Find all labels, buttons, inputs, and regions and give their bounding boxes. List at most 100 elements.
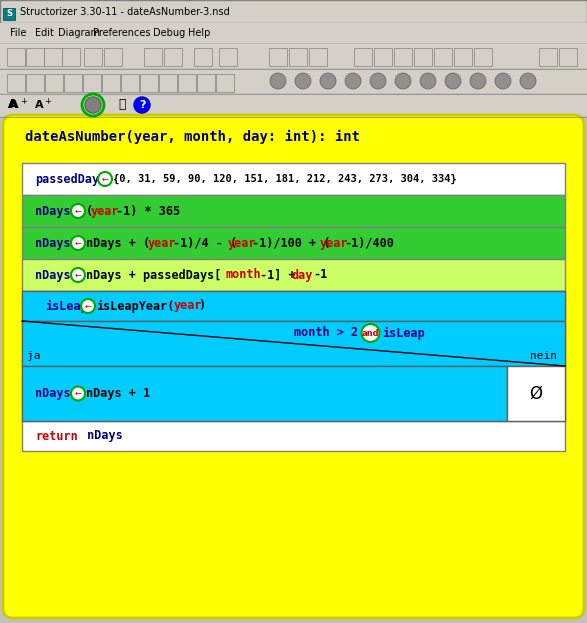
Text: ←: ←: [75, 206, 82, 216]
Circle shape: [71, 204, 85, 218]
Text: isLeap: isLeap: [383, 326, 425, 340]
Text: ?: ?: [139, 100, 145, 110]
Circle shape: [71, 236, 85, 250]
Text: year: year: [148, 237, 177, 249]
Circle shape: [420, 73, 436, 89]
FancyBboxPatch shape: [26, 48, 44, 66]
Text: A: A: [35, 100, 43, 110]
Text: Debug: Debug: [153, 28, 185, 38]
FancyBboxPatch shape: [474, 48, 492, 66]
Circle shape: [445, 73, 461, 89]
Text: nDays: nDays: [80, 429, 123, 442]
Text: S: S: [6, 9, 12, 19]
FancyBboxPatch shape: [22, 291, 565, 321]
Text: dateAsNumber(year, month, day: int): int: dateAsNumber(year, month, day: int): int: [25, 130, 360, 144]
FancyBboxPatch shape: [22, 421, 565, 451]
FancyBboxPatch shape: [454, 48, 472, 66]
FancyBboxPatch shape: [0, 0, 587, 23]
FancyBboxPatch shape: [26, 74, 44, 92]
Circle shape: [270, 73, 286, 89]
FancyBboxPatch shape: [22, 163, 565, 195]
Text: ←: ←: [75, 239, 82, 247]
Circle shape: [71, 386, 85, 401]
Text: ←: ←: [85, 302, 92, 310]
Text: and: and: [362, 328, 379, 338]
Text: ja: ja: [27, 351, 41, 361]
Text: -1)/400: -1)/400: [344, 237, 394, 249]
FancyBboxPatch shape: [559, 48, 577, 66]
Text: File: File: [10, 28, 26, 38]
Text: day: day: [292, 269, 313, 282]
Text: Edit: Edit: [35, 28, 54, 38]
Circle shape: [85, 97, 101, 113]
Text: ←: ←: [102, 174, 109, 184]
FancyBboxPatch shape: [121, 74, 139, 92]
Text: Diagram: Diagram: [58, 28, 100, 38]
Text: Ø: Ø: [529, 384, 542, 402]
Circle shape: [520, 73, 536, 89]
Text: nDays + 1: nDays + 1: [86, 387, 150, 400]
FancyBboxPatch shape: [197, 74, 215, 92]
FancyBboxPatch shape: [22, 291, 565, 421]
FancyBboxPatch shape: [62, 48, 80, 66]
Text: A: A: [8, 98, 18, 112]
Circle shape: [71, 268, 85, 282]
FancyBboxPatch shape: [219, 48, 237, 66]
Circle shape: [320, 73, 336, 89]
Circle shape: [134, 97, 150, 113]
FancyBboxPatch shape: [3, 115, 584, 618]
Circle shape: [495, 73, 511, 89]
FancyBboxPatch shape: [539, 48, 557, 66]
Text: year: year: [320, 237, 349, 249]
Text: +: +: [20, 98, 27, 107]
Text: passedDays: passedDays: [35, 173, 106, 186]
FancyBboxPatch shape: [22, 321, 565, 366]
Text: year: year: [174, 300, 203, 313]
FancyBboxPatch shape: [0, 23, 587, 43]
Text: month > 2: month > 2: [294, 326, 357, 340]
Text: nein: nein: [530, 351, 557, 361]
Circle shape: [470, 73, 486, 89]
Text: -1)/4 - (: -1)/4 - (: [173, 237, 237, 249]
Circle shape: [295, 73, 311, 89]
Text: year: year: [91, 204, 120, 217]
Text: nDays + passedDays[: nDays + passedDays[: [86, 269, 221, 282]
Circle shape: [81, 299, 95, 313]
Text: ←: ←: [75, 270, 82, 280]
FancyBboxPatch shape: [216, 74, 234, 92]
Text: 👁: 👁: [118, 98, 126, 112]
FancyBboxPatch shape: [22, 259, 565, 291]
FancyBboxPatch shape: [309, 48, 327, 66]
FancyBboxPatch shape: [22, 227, 565, 259]
FancyBboxPatch shape: [140, 74, 158, 92]
FancyBboxPatch shape: [45, 74, 63, 92]
Text: isLeap: isLeap: [45, 300, 87, 313]
FancyBboxPatch shape: [507, 366, 565, 421]
FancyBboxPatch shape: [7, 48, 25, 66]
FancyBboxPatch shape: [84, 48, 102, 66]
FancyBboxPatch shape: [0, 94, 587, 116]
Circle shape: [345, 73, 361, 89]
FancyBboxPatch shape: [178, 74, 196, 92]
FancyBboxPatch shape: [64, 74, 82, 92]
Text: +: +: [44, 98, 51, 107]
FancyBboxPatch shape: [269, 48, 287, 66]
FancyBboxPatch shape: [104, 48, 122, 66]
Circle shape: [370, 73, 386, 89]
FancyBboxPatch shape: [289, 48, 307, 66]
Text: return: return: [35, 429, 77, 442]
FancyBboxPatch shape: [7, 74, 25, 92]
FancyBboxPatch shape: [0, 69, 587, 93]
Text: nDays: nDays: [35, 237, 70, 249]
Text: isLeapYear(: isLeapYear(: [96, 300, 174, 313]
FancyBboxPatch shape: [394, 48, 412, 66]
Text: A: A: [10, 100, 19, 110]
FancyBboxPatch shape: [354, 48, 372, 66]
Text: -1: -1: [313, 269, 327, 282]
Text: month: month: [225, 269, 261, 282]
Text: nDays: nDays: [35, 204, 70, 217]
Text: nDays: nDays: [35, 387, 70, 400]
FancyBboxPatch shape: [22, 195, 565, 227]
Circle shape: [395, 73, 411, 89]
FancyBboxPatch shape: [159, 74, 177, 92]
